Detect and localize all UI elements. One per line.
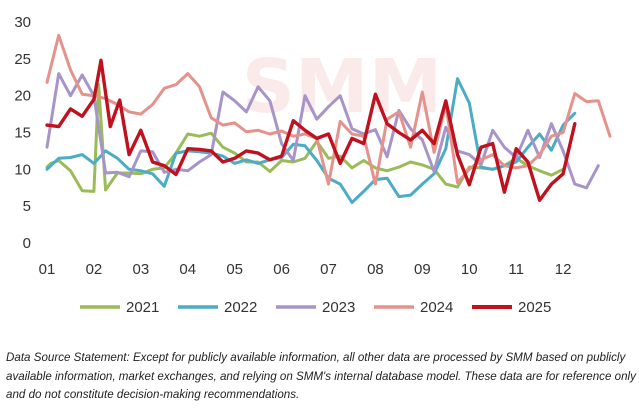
x-tick-label: 06: [273, 261, 290, 278]
x-tick-label: 07: [320, 261, 337, 278]
x-tick-label: 01: [39, 261, 56, 278]
x-tick-label: 12: [555, 261, 572, 278]
y-tick-label: 30: [14, 14, 31, 31]
series-line-2024: [45, 33, 612, 186]
x-tick-label: 04: [179, 261, 196, 278]
y-tick-label: 25: [14, 51, 31, 68]
y-tick-label: 5: [23, 198, 31, 215]
y-tick-label: 15: [14, 125, 31, 142]
legend-label-2022: 2022: [224, 299, 257, 316]
y-tick-label: 0: [23, 235, 31, 252]
x-tick-label: 09: [414, 261, 431, 278]
legend-label-2023: 2023: [322, 299, 355, 316]
x-tick-label: 08: [367, 261, 384, 278]
series-line-2025: [45, 58, 577, 203]
legend-label-2021: 2021: [126, 299, 159, 316]
series-line-2022: [45, 77, 577, 204]
legend-label-2024: 2024: [420, 299, 453, 316]
x-tick-label: 03: [132, 261, 149, 278]
x-tick-label: 05: [226, 261, 243, 278]
y-tick-label: 10: [14, 161, 31, 178]
x-tick-label: 10: [461, 261, 478, 278]
series-line-2023: [45, 72, 600, 190]
data-source-note: Data Source Statement: Except for public…: [6, 351, 636, 401]
y-tick-label: 20: [14, 88, 31, 105]
legend-label-2025: 2025: [518, 299, 551, 316]
x-tick-label: 02: [86, 261, 103, 278]
x-tick-label: 11: [508, 261, 524, 278]
watermark-logo: SMM: [242, 44, 443, 130]
